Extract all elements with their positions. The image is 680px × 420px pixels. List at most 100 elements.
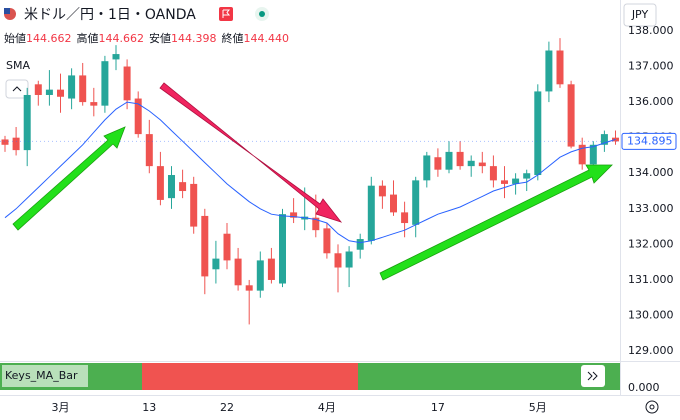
last-price-box bbox=[621, 132, 677, 150]
candle-body bbox=[545, 50, 553, 92]
sma-line bbox=[4, 101, 616, 244]
candle-body bbox=[367, 185, 375, 241]
candle-body bbox=[589, 144, 597, 165]
indicator-name: Keys_MA_Bar bbox=[5, 369, 78, 382]
candle-body bbox=[434, 157, 442, 170]
candle-body bbox=[190, 183, 198, 227]
candle-body bbox=[245, 285, 253, 291]
candle-body bbox=[12, 137, 20, 151]
candle-body bbox=[90, 102, 98, 106]
candle-body bbox=[467, 160, 475, 167]
flag-icon bbox=[222, 9, 231, 18]
indicator-bar-green bbox=[358, 363, 620, 390]
ohlc-label: 安値 bbox=[149, 31, 171, 45]
candle-body bbox=[512, 178, 520, 184]
candle-body bbox=[556, 50, 564, 85]
candle-body bbox=[145, 134, 153, 167]
candle-body bbox=[201, 215, 209, 277]
candle-body bbox=[256, 260, 264, 291]
x-tick-label: 22 bbox=[220, 401, 234, 414]
last-price-label: 134.895 bbox=[627, 134, 673, 147]
ohlc-value: 144.398 bbox=[171, 32, 217, 45]
y-tick-label: 138.000 bbox=[628, 24, 674, 37]
candle-body bbox=[390, 194, 397, 213]
x-tick-label: 3月 bbox=[52, 401, 70, 414]
candle-body bbox=[412, 180, 420, 225]
x-tick-label: 17 bbox=[431, 401, 445, 414]
legend-entry: SMA bbox=[6, 59, 30, 72]
candle-body bbox=[478, 162, 486, 167]
candle-body bbox=[567, 84, 575, 147]
candle-body bbox=[534, 91, 542, 176]
settings-button[interactable] bbox=[645, 400, 659, 414]
candle-body bbox=[123, 66, 131, 101]
x-tick-label: 13 bbox=[142, 401, 156, 414]
ohlc-label: 終値 bbox=[222, 31, 244, 45]
ohlc-label: 高値 bbox=[77, 31, 99, 45]
currency-button[interactable] bbox=[623, 3, 657, 27]
arrow-up bbox=[12, 126, 126, 231]
candle-body bbox=[600, 134, 608, 145]
status-dot bbox=[259, 11, 265, 17]
collapse-icon bbox=[12, 86, 22, 92]
candle-body bbox=[312, 217, 320, 231]
candle-body bbox=[34, 84, 42, 95]
candle-body bbox=[378, 185, 386, 197]
candle-body bbox=[179, 182, 187, 192]
candle-body bbox=[323, 228, 331, 254]
candle-body bbox=[401, 212, 409, 224]
candle-body bbox=[23, 94, 31, 151]
settings-icon bbox=[649, 404, 655, 410]
y-tick-label: 134.000 bbox=[628, 166, 674, 179]
indicator-bar-red bbox=[142, 363, 358, 390]
x-tick-label: 5月 bbox=[529, 401, 547, 414]
candle-body bbox=[57, 89, 64, 97]
candle-body bbox=[267, 258, 275, 280]
candle-body bbox=[112, 54, 120, 60]
candle-body bbox=[356, 239, 364, 250]
candle-body bbox=[290, 212, 298, 218]
y-tick-label: 130.000 bbox=[628, 309, 674, 322]
candle-body bbox=[423, 155, 431, 181]
candle-body bbox=[489, 166, 497, 181]
candle-body bbox=[79, 75, 87, 103]
symbol-flag-part bbox=[4, 8, 10, 14]
y-tick-label: 136.000 bbox=[628, 95, 674, 108]
candle-body bbox=[156, 166, 164, 200]
candle-body bbox=[445, 151, 453, 170]
y-tick-label: 132.000 bbox=[628, 237, 674, 250]
candle-body bbox=[45, 89, 53, 95]
candle-body bbox=[334, 253, 342, 268]
currency-label: JPY bbox=[631, 8, 649, 21]
candle-body bbox=[68, 75, 76, 99]
candle-body bbox=[1, 139, 9, 145]
candle-body bbox=[345, 251, 353, 268]
ohlc-value: 144.662 bbox=[99, 32, 145, 45]
candle-body bbox=[234, 258, 242, 286]
chart-title: 米ドル／円・1日・OANDA bbox=[24, 7, 196, 23]
x-tick-label: 4月 bbox=[318, 401, 336, 414]
candle-body bbox=[279, 214, 286, 284]
expand-button[interactable] bbox=[581, 365, 605, 387]
y-tick-label: 129.000 bbox=[628, 344, 674, 357]
candle-body bbox=[101, 61, 109, 106]
candle-body bbox=[134, 98, 142, 135]
candle-body bbox=[212, 258, 220, 270]
y-tick-label: 131.000 bbox=[628, 273, 674, 286]
candle-body bbox=[223, 233, 231, 261]
indicator-label-bg bbox=[2, 365, 88, 387]
ohlc-value: 144.662 bbox=[26, 32, 72, 45]
candle-body bbox=[456, 151, 464, 167]
candle-body bbox=[523, 173, 531, 179]
candle-body bbox=[578, 144, 586, 165]
candle-body bbox=[501, 180, 508, 184]
arrow-down bbox=[159, 82, 343, 223]
ohlc-label: 始値 bbox=[4, 31, 26, 45]
ohlc-value: 144.440 bbox=[244, 32, 290, 45]
collapse-button[interactable] bbox=[5, 79, 29, 99]
y-tick-label: 137.000 bbox=[628, 60, 674, 73]
expand-icon bbox=[587, 371, 598, 381]
